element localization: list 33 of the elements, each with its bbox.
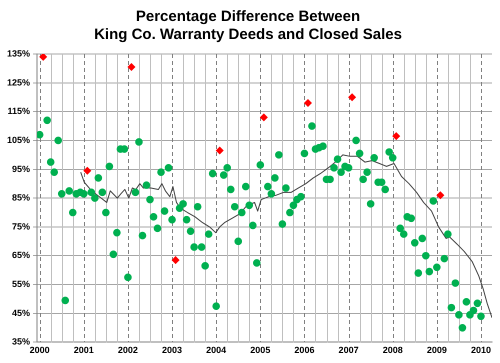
x-tick-label: 2002 xyxy=(118,345,138,356)
point xyxy=(128,63,136,71)
y-tick-label: 105% xyxy=(6,134,30,145)
point xyxy=(39,54,47,61)
point xyxy=(436,191,444,200)
x-tick-label: 2008 xyxy=(382,345,403,356)
y-tick-label: 85% xyxy=(12,192,30,203)
x-tick-label: 2006 xyxy=(294,345,314,356)
x-tick-label: 2007 xyxy=(338,345,359,356)
point xyxy=(348,93,356,102)
y-tick-label: 65% xyxy=(12,250,30,260)
y-tick-label: 95% xyxy=(12,164,30,174)
y-tick-label: 75% xyxy=(12,221,30,232)
y-tick-label: 125% xyxy=(6,77,30,88)
x-tick-label: 2003 xyxy=(162,345,182,356)
y-tick-label: 135% xyxy=(6,48,30,58)
y-tick-label: 55% xyxy=(12,279,30,290)
point xyxy=(84,166,92,175)
y-tick-label: 45% xyxy=(12,308,30,318)
x-tick-label: 2004 xyxy=(206,345,226,356)
y-tick-label: 115% xyxy=(7,106,30,116)
point xyxy=(216,146,224,154)
x-tick-label: 2001 xyxy=(74,345,94,356)
x-tick-label: 2000 xyxy=(30,345,50,356)
point xyxy=(260,114,268,122)
chart-title: Percentage Difference Between King Co. Warranty Deeds and Closed Sales xyxy=(94,8,402,44)
point xyxy=(304,99,312,107)
x-tick-label: 2005 xyxy=(250,345,270,356)
point xyxy=(172,256,180,264)
point xyxy=(392,132,400,140)
x-tick-label: 2009 xyxy=(426,345,447,356)
x-tick-label: 2010 xyxy=(470,345,491,356)
y-tick-label: 35% xyxy=(12,336,30,347)
